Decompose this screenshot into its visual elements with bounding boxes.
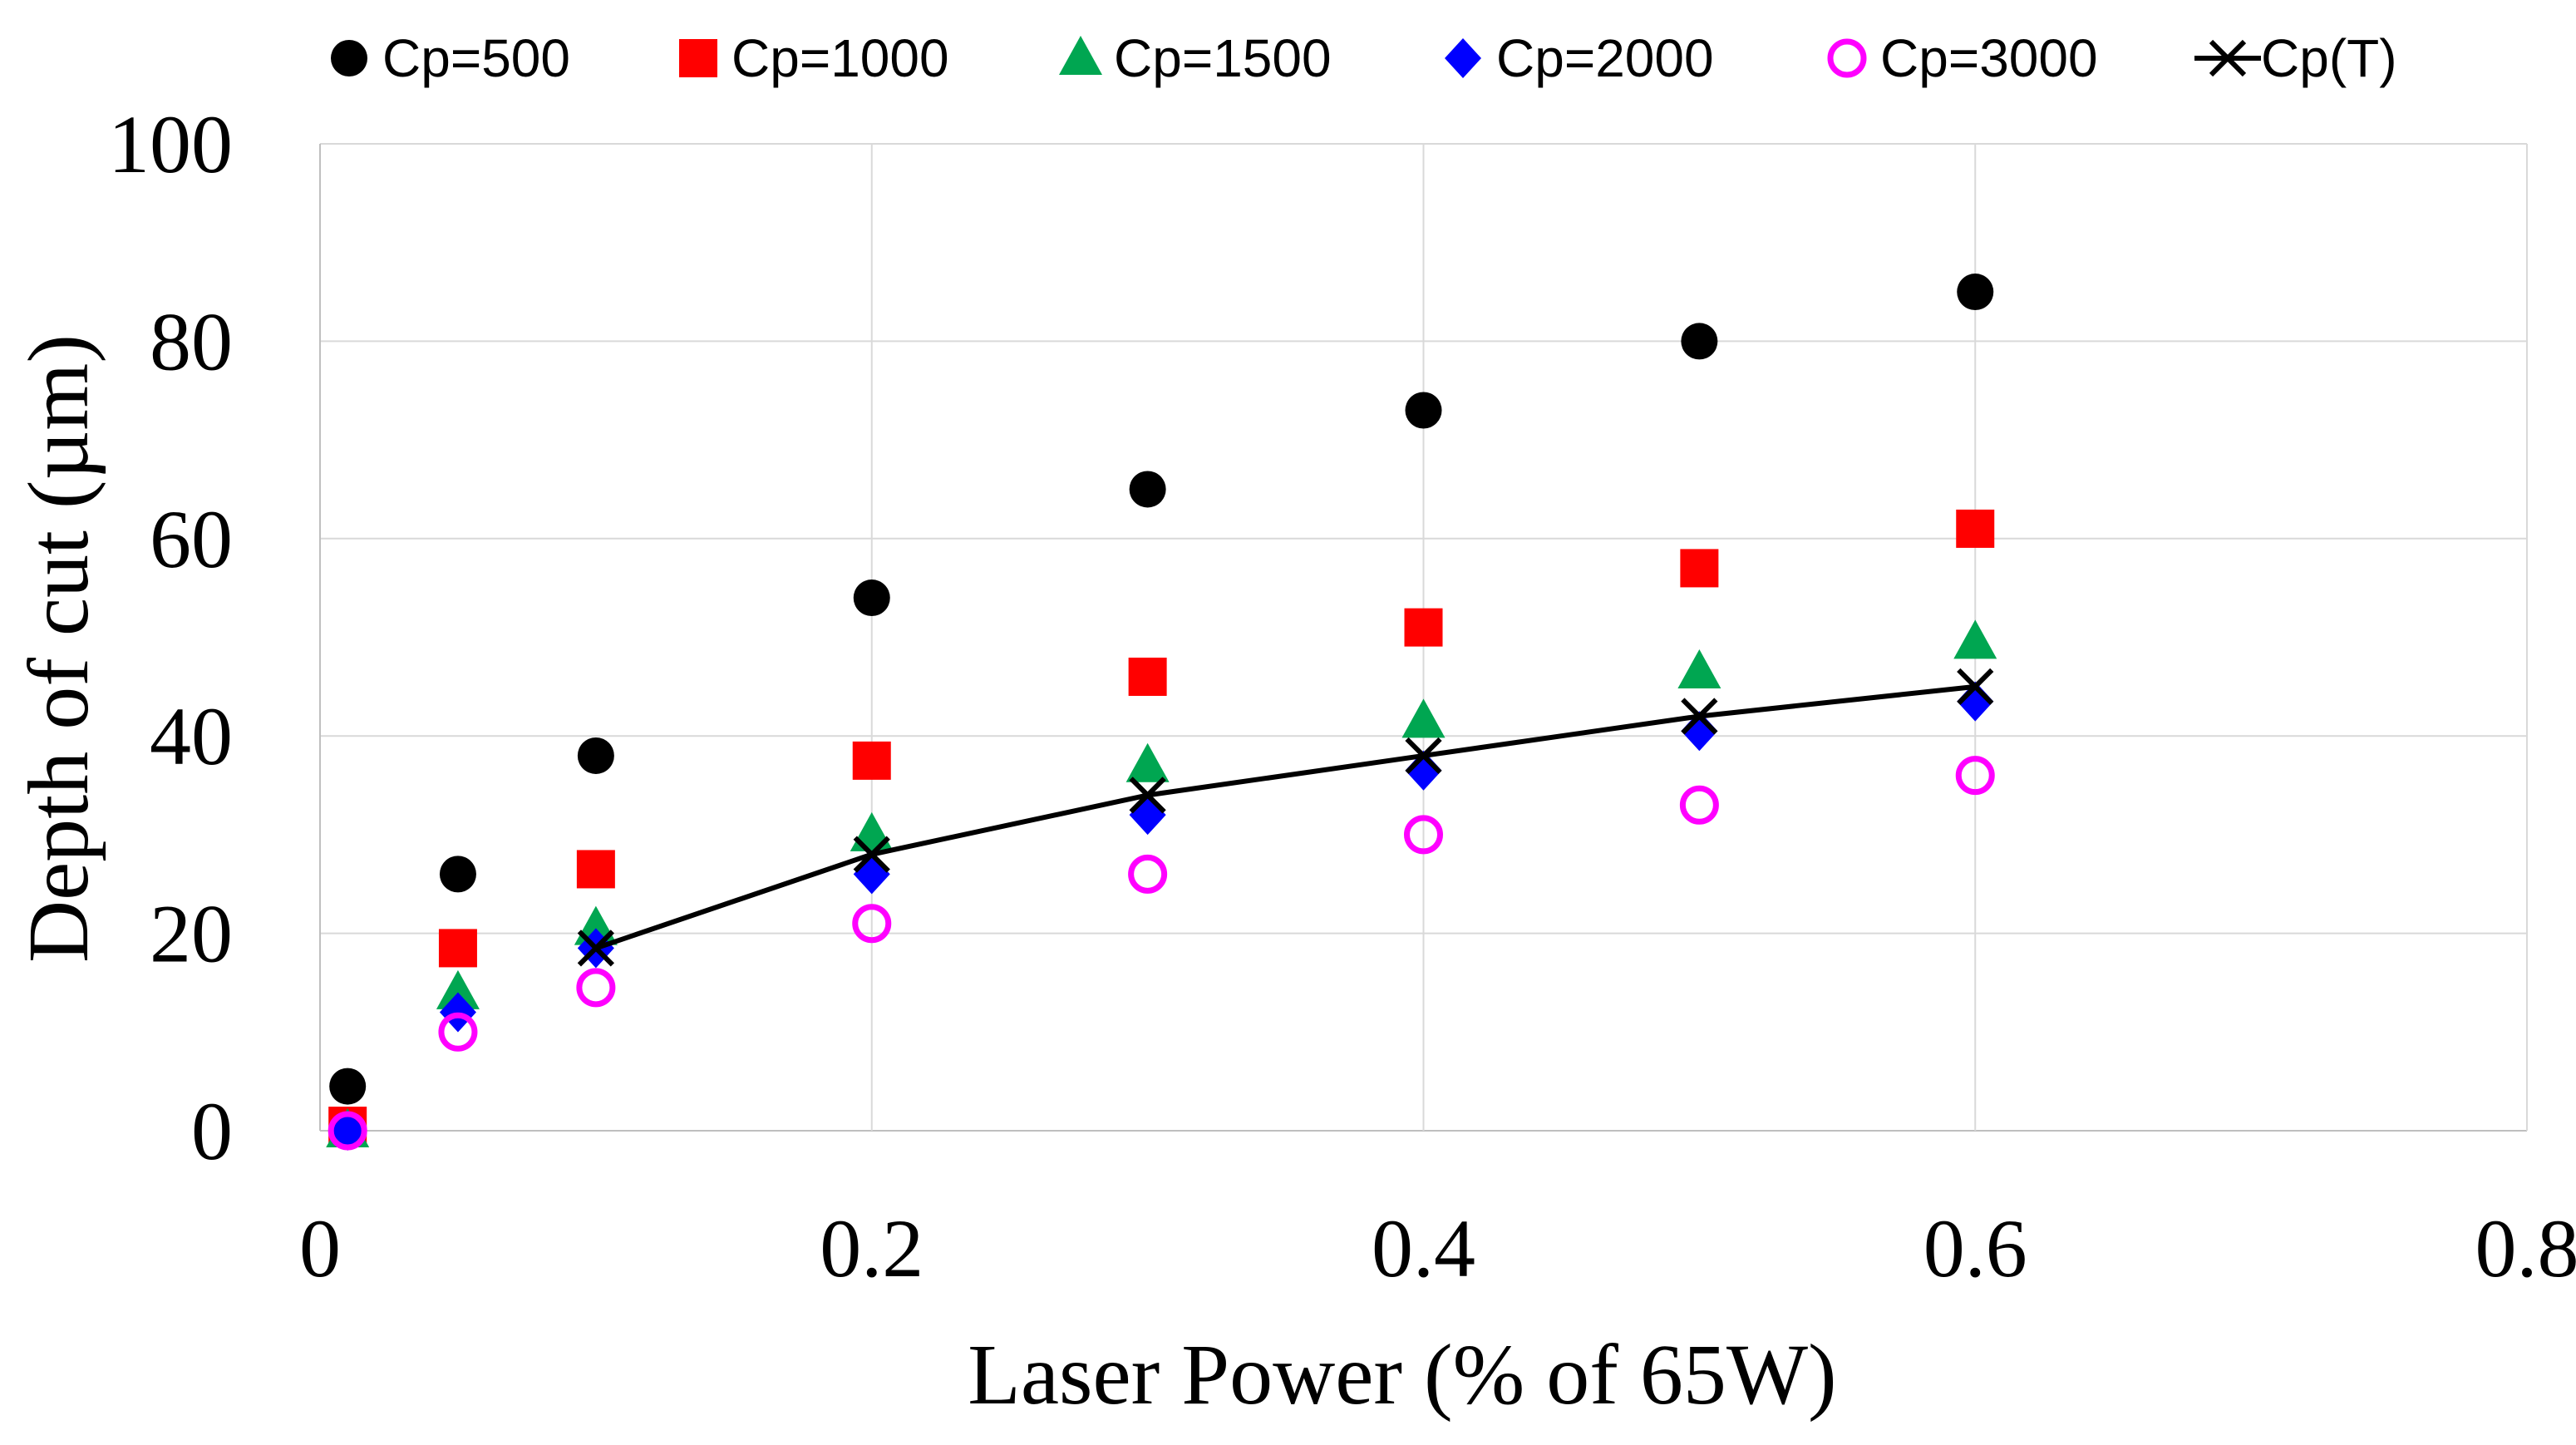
y-tick-label: 40 <box>150 690 233 782</box>
data-point <box>852 904 892 944</box>
data-point <box>1956 509 1995 548</box>
tick-labels: 0 20 40 60 80 100 0 0.2 0.4 0.6 0.8 <box>108 98 2576 1295</box>
legend-label: Cp=3000 <box>1880 28 2098 88</box>
data-point <box>853 579 890 617</box>
data-point <box>1128 657 1167 696</box>
data-point <box>1404 608 1443 647</box>
data-point <box>1681 711 1718 752</box>
x-tick-label: 0.2 <box>820 1202 924 1295</box>
data-point <box>1405 750 1442 791</box>
data-point <box>329 1111 367 1151</box>
legend-item: Cp=2000 <box>1445 28 1714 88</box>
data-point <box>1404 815 1443 855</box>
legend-marker <box>1445 38 1481 78</box>
data-point <box>577 737 614 774</box>
data-point <box>329 1068 367 1105</box>
legend-item: Cp=1500 <box>1059 28 1332 88</box>
y-tick-label: 80 <box>150 295 233 387</box>
data-point <box>853 836 890 873</box>
data-point <box>1129 777 1166 814</box>
series-cp-t- <box>577 668 1994 967</box>
data-point <box>438 1012 478 1052</box>
legend-marker <box>331 40 367 76</box>
data-point <box>1953 619 1997 659</box>
data-marks <box>326 274 1997 1151</box>
data-point <box>1405 392 1442 429</box>
data-point <box>852 741 891 780</box>
data-point <box>438 929 477 968</box>
data-point <box>1677 649 1721 689</box>
legend-item: Cp(T) <box>2194 28 2397 88</box>
data-point <box>850 811 894 851</box>
data-point <box>439 992 476 1033</box>
series-cp-3000 <box>328 756 1995 1151</box>
series-cp-1000 <box>328 509 1995 1146</box>
x-axis-title: Laser Power (% of 65W) <box>968 1327 1836 1423</box>
y-tick-label: 60 <box>150 493 233 585</box>
legend-item: Cp=1000 <box>679 28 949 88</box>
x-tick-label: 0.4 <box>1372 1202 1475 1295</box>
data-point <box>1957 668 1994 705</box>
series-line <box>594 683 1976 951</box>
legend-item: Cp=3000 <box>1827 28 2098 88</box>
y-tick-label: 100 <box>108 98 233 190</box>
data-point <box>439 856 476 893</box>
data-point <box>1679 785 1719 825</box>
data-point <box>1401 698 1446 738</box>
x-tick-label: 0 <box>299 1202 341 1295</box>
legend-marker <box>679 39 717 77</box>
legend-marker <box>1827 38 1867 78</box>
legend-label: Cp=500 <box>382 28 570 88</box>
data-point <box>436 969 480 1009</box>
series-cp-500 <box>329 274 1994 1105</box>
data-point <box>1955 756 1995 796</box>
legend-marker <box>1059 36 1102 75</box>
data-point <box>1128 854 1168 894</box>
data-point <box>1129 471 1166 508</box>
legend-label: Cp=2000 <box>1496 28 1714 88</box>
legend-label: Cp=1000 <box>731 28 949 88</box>
data-point <box>576 850 615 889</box>
data-point <box>1681 698 1718 735</box>
data-point <box>1129 795 1166 836</box>
legend-item: Cp=500 <box>331 28 570 88</box>
y-axis-title: Depth of cut (µm) <box>11 334 106 963</box>
y-tick-label: 20 <box>150 888 233 980</box>
legend-label: Cp=1500 <box>1114 28 1332 88</box>
data-point <box>576 968 616 1008</box>
data-point <box>577 930 614 967</box>
legend: Cp=500 Cp=1000 Cp=1500 Cp=2000 Cp=3000 Cp(T) <box>331 28 2397 88</box>
data-point <box>1405 737 1442 775</box>
data-point <box>328 1111 367 1151</box>
data-point <box>1681 323 1718 360</box>
x-tick-label: 0.6 <box>1923 1202 2027 1295</box>
data-point <box>1680 549 1719 588</box>
legend-marker <box>2209 39 2247 77</box>
data-point <box>1957 681 1994 722</box>
legend-label: Cp(T) <box>2261 28 2397 88</box>
y-tick-label: 0 <box>191 1085 233 1177</box>
data-point <box>1957 274 1994 311</box>
x-tick-label: 0.8 <box>2475 1202 2576 1295</box>
data-point <box>1125 742 1170 782</box>
